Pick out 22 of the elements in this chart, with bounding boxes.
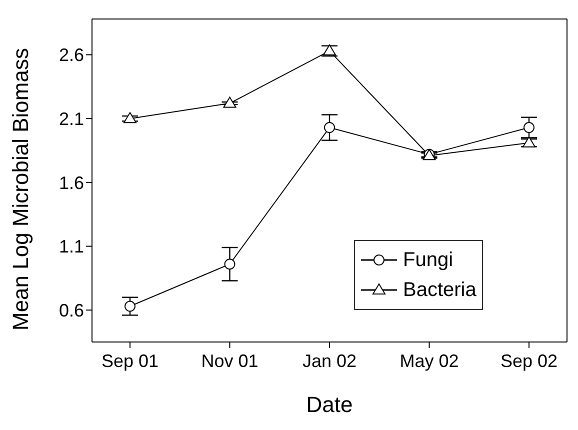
legend-label: Fungi [403, 248, 454, 272]
point [522, 136, 536, 148]
point [124, 300, 136, 312]
point [323, 44, 336, 56]
x-tick-label: Nov 01 [201, 350, 258, 371]
point [223, 96, 236, 108]
x-tick-label: Jan 02 [302, 350, 357, 371]
y-axis-title: Mean Log Microbial Biomass [8, 48, 33, 330]
x-axis-title: Date [306, 392, 353, 417]
y-tick-label: 2.6 [58, 45, 84, 66]
point [224, 258, 236, 270]
legend-label: Bacteria [403, 278, 476, 302]
y-tick-label: 1.6 [58, 172, 84, 193]
y-tick-label: 0.6 [58, 300, 84, 320]
point [324, 122, 335, 134]
point [124, 112, 136, 124]
x-tick-label: Sep 02 [500, 350, 558, 371]
y-tick-label: 2.1 [58, 108, 84, 129]
point [524, 122, 534, 134]
x-tick-label: Sep 01 [101, 350, 159, 371]
y-tick-label: 1.1 [58, 236, 84, 257]
x-tick-label: May 02 [400, 350, 459, 371]
